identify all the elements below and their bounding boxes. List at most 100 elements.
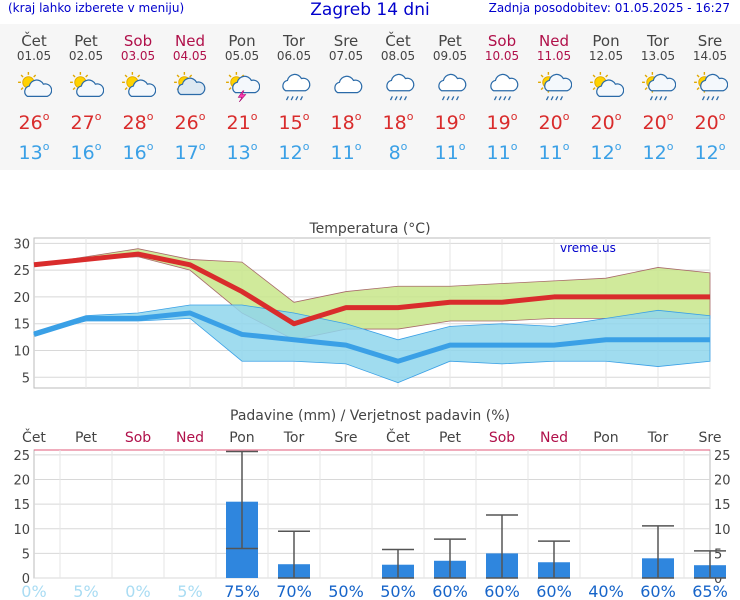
sun-cloud-icon [68,72,105,102]
forecast-day: Sob 10.05 19o 11o [476,24,528,170]
min-temperature: 13o [226,140,258,164]
day-name: Čet [21,32,47,50]
forecast-day: Tor 13.05 20o 12o [632,24,684,170]
sun-cloud-rain-icon [536,72,573,102]
forecast-day: Pet 02.05 27o 16o [60,24,112,170]
day-date: 12.05 [588,49,624,63]
max-temperature: 26o [174,110,206,134]
chart-title: Temperatura (°C) [308,221,430,237]
day-date: 04.05 [172,49,208,63]
min-temperature: 11o [330,140,362,164]
sun-cloud-thunder-icon [224,72,261,103]
probability-label: 0% [21,582,46,600]
temperature-chart: Temperatura (°C) 5 10 15 20 25 30 vreme.us [13,221,711,389]
y-tick-label-right: 25 [714,449,731,464]
day-date: 03.05 [120,49,156,63]
day-name: Sob [487,32,517,50]
y-tick-label: 25 [13,449,30,464]
y-tick-label: 30 [13,237,30,252]
x-tick-label: Sob [125,430,151,446]
page-title: Zagreb 14 dni [310,0,430,20]
x-tick-label: Tor [647,430,669,446]
probability-label: 75% [224,582,260,600]
forecast-day: Čet 01.05 26o 13o [8,24,60,170]
sun-cloud-icon [16,72,53,102]
y-tick-label: 5 [22,371,30,386]
x-tick-label: Pon [593,430,618,446]
day-date: 06.05 [276,49,312,63]
forecast-day: Sre 07.05 18o 11o [320,24,372,170]
min-temperature: 12o [694,140,726,164]
day-name: Ned [175,32,205,50]
x-tick-label: Pet [439,430,462,446]
day-date: 10.05 [484,49,520,63]
day-date: 13.05 [640,49,676,63]
x-tick-label: Pon [229,430,254,446]
min-temperature-line [33,310,710,364]
max-temperature: 26o [18,110,50,134]
forecast-day: Ned 04.05 26o 17o [164,24,216,170]
x-tick-label: Sre [335,430,358,446]
max-temperature: 18o [330,110,362,134]
day-name: Ned [539,32,569,50]
max-temperature: 28o [122,110,154,134]
y-tick-label: 10 [13,523,30,538]
cloud-rain-icon [276,72,312,102]
day-name: Sre [333,32,359,50]
x-tick-label: Ned [176,430,204,446]
forecast-day: Sre 14.05 20o 12o [684,24,736,170]
forecast-strip: Čet 01.05 26o 13o Pet 02.05 27o 16o Sob 03.05 28o 1… [0,24,740,170]
probability-label: 60% [536,582,572,600]
day-name: Čet [385,32,411,50]
day-date: 14.05 [692,49,728,63]
probability-label: 40% [588,582,624,600]
day-name: Pon [228,32,256,50]
forecast-day: Čet 08.05 18o 8o [372,24,424,170]
max-temperature: 20o [590,110,622,134]
day-name: Pon [592,32,620,50]
forecast-day: Pon 05.05 21o 13o [216,24,268,170]
max-temperature: 15o [278,110,310,134]
x-tick-label: Pet [75,430,98,446]
min-temperature: 8o [388,140,408,164]
probability-label: 50% [380,582,416,600]
min-temperature: 16o [70,140,102,164]
day-date: 07.05 [328,49,364,63]
max-temperature: 20o [642,110,674,134]
probability-label: 70% [276,582,312,600]
probability-label: 0% [125,582,150,600]
min-temperature: 13o [18,140,50,164]
max-temperature: 20o [694,110,726,134]
max-temperature: 21o [226,110,258,134]
forecast-day: Ned 11.05 20o 11o [528,24,580,170]
y-tick-label: 15 [13,318,30,333]
min-temperature: 11o [538,140,570,164]
min-temperature: 12o [278,140,310,164]
y-tick-label-right: 20 [714,474,731,489]
day-name: Tor [647,32,669,50]
y-tick-label: 10 [13,345,30,360]
cloud-rain-icon [432,72,468,102]
day-date: 01.05 [16,49,52,63]
forecast-day: Sob 03.05 28o 16o [112,24,164,170]
y-tick-label: 25 [13,264,30,279]
header: (kraj lahko izberete v meniju) Zagreb 14… [0,0,740,22]
day-date: 08.05 [380,49,416,63]
precipitation-chart: Padavine (mm) / Verjetnost padavin (%) Če… [13,408,731,600]
sun-cloud-icon [120,72,157,102]
min-temperature: 17o [174,140,206,164]
y-tick-label-right: 10 [714,523,731,538]
max-temperature: 20o [538,110,570,134]
max-temperature: 18o [382,110,414,134]
min-temperature: 11o [434,140,466,164]
location-hint[interactable]: (kraj lahko izberete v meniju) [8,1,185,15]
cloud-icon [328,72,364,102]
x-tick-label: Sob [489,430,515,446]
y-tick-label: 15 [13,498,30,513]
y-tick-label: 20 [13,474,30,489]
forecast-day: Pet 09.05 19o 11o [424,24,476,170]
probability-label: 65% [692,582,728,600]
x-tick-label: Ned [540,430,568,446]
x-tick-label: Tor [283,430,305,446]
probability-label: 50% [328,582,364,600]
